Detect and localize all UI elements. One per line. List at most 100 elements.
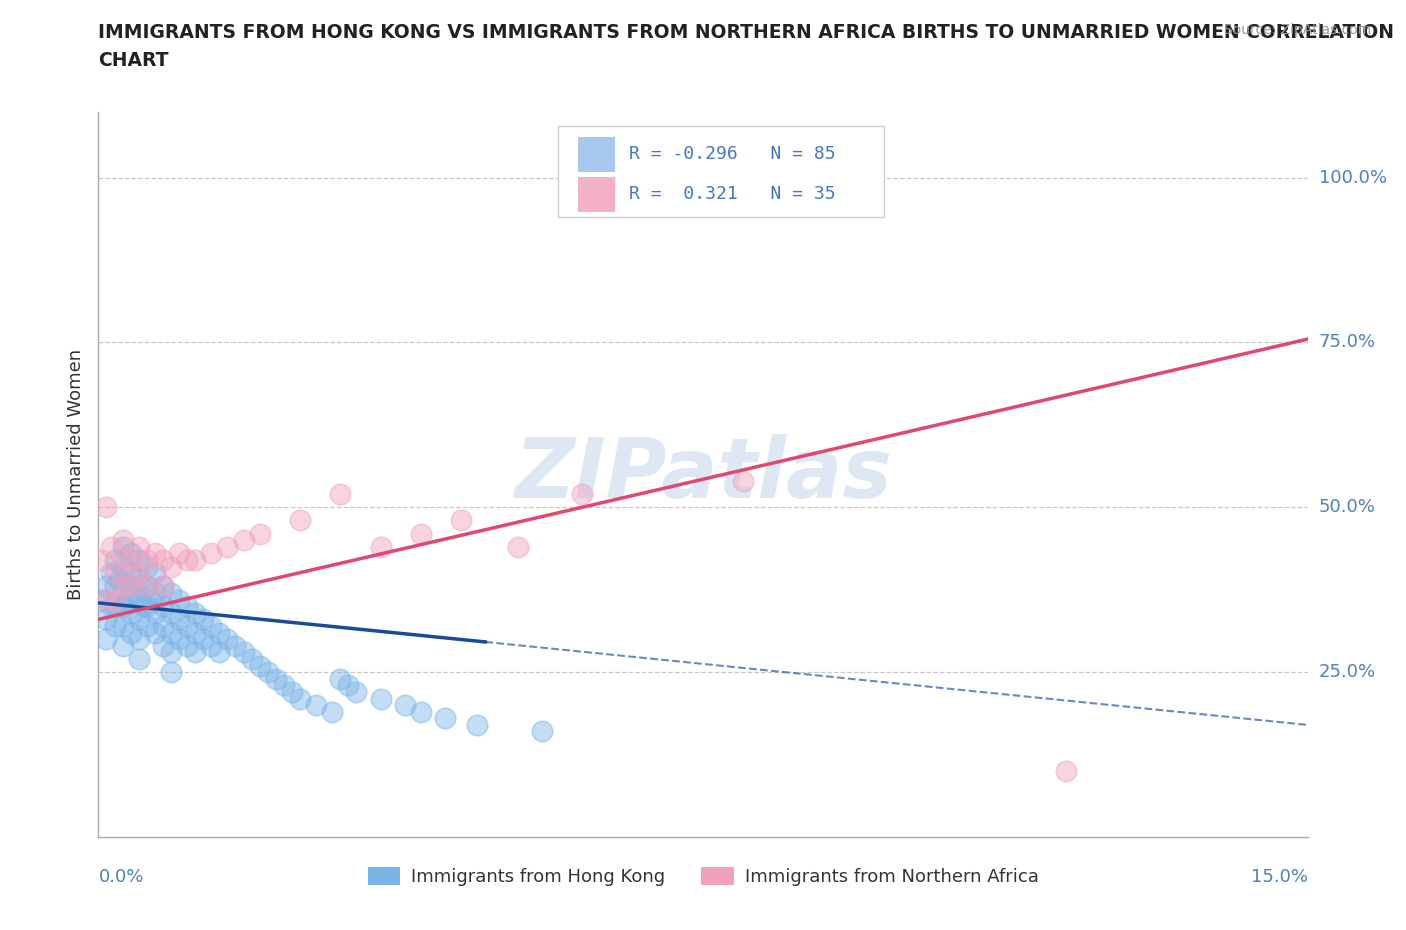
Text: R =  0.321   N = 35: R = 0.321 N = 35 xyxy=(630,185,835,204)
Point xyxy=(135,579,157,594)
Point xyxy=(434,711,457,725)
Point xyxy=(200,546,222,561)
Point xyxy=(120,546,142,561)
Point xyxy=(167,546,190,561)
Point xyxy=(128,631,150,646)
Point xyxy=(217,539,239,554)
Point xyxy=(232,533,254,548)
Point xyxy=(143,605,166,620)
FancyBboxPatch shape xyxy=(578,177,614,212)
Point xyxy=(120,579,142,594)
Point xyxy=(450,513,472,528)
Text: 25.0%: 25.0% xyxy=(1319,663,1376,681)
Text: Source: ZipAtlas.com: Source: ZipAtlas.com xyxy=(1223,23,1371,37)
Point xyxy=(91,592,114,607)
Point xyxy=(208,625,231,640)
Point xyxy=(184,644,207,659)
Point xyxy=(152,579,174,594)
Point xyxy=(120,552,142,567)
Point xyxy=(217,631,239,646)
Text: 50.0%: 50.0% xyxy=(1319,498,1375,516)
Point xyxy=(120,605,142,620)
Point xyxy=(394,698,416,712)
Point xyxy=(96,592,118,607)
Point xyxy=(100,599,122,614)
Point xyxy=(184,605,207,620)
Point xyxy=(128,565,150,580)
Point xyxy=(111,579,134,594)
Point xyxy=(139,592,162,607)
Text: IMMIGRANTS FROM HONG KONG VS IMMIGRANTS FROM NORTHERN AFRICA BIRTHS TO UNMARRIED: IMMIGRANTS FROM HONG KONG VS IMMIGRANTS … xyxy=(98,23,1395,42)
Point xyxy=(249,526,271,541)
Point xyxy=(111,599,134,614)
Point xyxy=(409,704,432,719)
Point xyxy=(143,625,166,640)
Point xyxy=(91,552,114,567)
Point xyxy=(167,592,190,607)
Point xyxy=(128,592,150,607)
Point xyxy=(128,612,150,627)
Point xyxy=(152,618,174,633)
Point xyxy=(329,486,352,501)
FancyBboxPatch shape xyxy=(558,126,884,217)
Text: 100.0%: 100.0% xyxy=(1319,168,1386,187)
Point xyxy=(281,684,304,699)
Point xyxy=(506,539,529,554)
Point xyxy=(370,691,392,706)
Point xyxy=(571,486,593,501)
Point xyxy=(305,698,328,712)
Point xyxy=(135,579,157,594)
Point xyxy=(249,658,271,673)
Point xyxy=(103,592,125,607)
Point xyxy=(184,625,207,640)
Point xyxy=(200,618,222,633)
Point xyxy=(96,631,118,646)
Point xyxy=(152,552,174,567)
Point xyxy=(344,684,367,699)
Point xyxy=(530,724,553,739)
Text: CHART: CHART xyxy=(98,51,169,70)
Y-axis label: Births to Unmarried Women: Births to Unmarried Women xyxy=(66,349,84,600)
Point xyxy=(240,652,263,667)
Point xyxy=(128,572,150,587)
Point xyxy=(465,717,488,732)
Point xyxy=(167,631,190,646)
Point xyxy=(135,618,157,633)
Point xyxy=(135,599,157,614)
Point xyxy=(111,638,134,653)
Point xyxy=(160,625,183,640)
Point xyxy=(160,665,183,680)
Point xyxy=(409,526,432,541)
Point xyxy=(143,586,166,601)
Point xyxy=(370,539,392,554)
Point xyxy=(160,559,183,574)
Point xyxy=(111,559,134,574)
Point xyxy=(193,612,215,627)
Point xyxy=(208,644,231,659)
Point xyxy=(143,546,166,561)
Legend: Immigrants from Hong Kong, Immigrants from Northern Africa: Immigrants from Hong Kong, Immigrants fr… xyxy=(360,859,1046,893)
Point xyxy=(329,671,352,686)
Point xyxy=(103,579,125,594)
Point xyxy=(160,644,183,659)
Point xyxy=(288,513,311,528)
Point xyxy=(1054,764,1077,778)
Point xyxy=(337,678,360,693)
Text: 15.0%: 15.0% xyxy=(1250,868,1308,885)
Point xyxy=(103,618,125,633)
Point xyxy=(143,565,166,580)
Point xyxy=(132,599,155,614)
Point xyxy=(232,644,254,659)
Point xyxy=(160,605,183,620)
Text: 0.0%: 0.0% xyxy=(98,868,143,885)
Point xyxy=(120,565,142,580)
Point xyxy=(733,473,755,488)
Point xyxy=(193,631,215,646)
Point xyxy=(167,612,190,627)
Point xyxy=(152,638,174,653)
Point xyxy=(111,552,134,567)
Point xyxy=(321,704,343,719)
Point xyxy=(115,592,138,607)
Point xyxy=(96,579,118,594)
Point xyxy=(176,552,198,567)
